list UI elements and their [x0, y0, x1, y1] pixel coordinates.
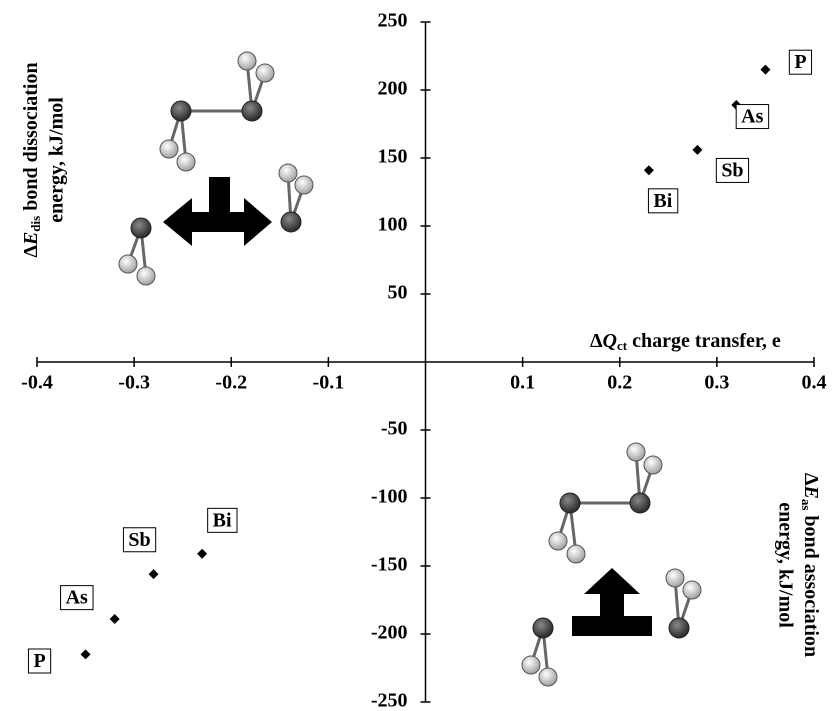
y-tick-label: 250: [378, 10, 408, 32]
x-axis-title: ΔQct charge transfer, e: [590, 330, 781, 353]
point-label: Bi: [653, 190, 672, 212]
data-point: [197, 549, 207, 559]
point-label: Bi: [213, 509, 232, 531]
x-tick-label: 0.4: [802, 372, 827, 394]
y-tick-label: 150: [378, 146, 408, 168]
point-label: Sb: [721, 159, 743, 181]
y2-axis-title-line2: energy, kJ/mol: [774, 502, 796, 628]
y2-axis-title-symbol: Δ: [800, 473, 822, 486]
y-axis-title-line2: energy, kJ/mol: [46, 97, 68, 223]
point-label: Sb: [128, 529, 150, 551]
data-point: [81, 649, 91, 659]
y-tick-label: -200: [371, 622, 408, 644]
x-tick-label: -0.1: [313, 372, 345, 394]
y-tick-label: -250: [371, 690, 408, 711]
x-tick-label: 0.3: [704, 372, 729, 394]
point-label: P: [794, 51, 806, 73]
point-label: As: [741, 106, 763, 128]
data-point: [692, 145, 702, 155]
y-tick-label: 200: [378, 78, 408, 100]
molecule-illustration: [522, 443, 701, 686]
x-axis-title-var: Q: [603, 330, 617, 352]
y-axis-title-line1: ΔEdis bond dissociation: [20, 62, 43, 257]
y-axis-title-text: bond dissociation: [20, 62, 42, 215]
y-axis-title-var: E: [20, 232, 42, 246]
chart: -0.4 -0.3 -0.2 -0.1 0.1 0.2 0.3 0.4 250 200 150 100…: [0, 0, 834, 711]
x-tick-label: -0.3: [118, 372, 150, 394]
x-axis-title-text: charge transfer, e: [627, 330, 781, 352]
data-point: [644, 165, 654, 175]
data-point: [110, 614, 120, 624]
y-axis-title: ΔEdis bond dissociation energy, kJ/mol: [20, 62, 68, 257]
molecule-illustration: [119, 52, 313, 285]
y-tick-label: 100: [378, 214, 408, 236]
y-tick-label: -100: [371, 486, 408, 508]
y-tick-label: 50: [388, 282, 408, 304]
point-label: As: [66, 587, 88, 609]
y2-axis-title-sub: as: [799, 499, 814, 511]
plot-area: -0.4 -0.3 -0.2 -0.1 0.1 0.2 0.3 0.4 250 200 150 100…: [21, 10, 826, 711]
x-tick-label: -0.4: [21, 372, 53, 394]
y-tick-label: -150: [371, 554, 408, 576]
x-tick-label: -0.2: [215, 372, 247, 394]
x-tick-label: 0.2: [607, 372, 632, 394]
x-tick-label: 0.1: [510, 372, 535, 394]
y2-axis-title-var: E: [800, 484, 822, 498]
y2-axis-title-line1: ΔEas bond association: [799, 473, 822, 657]
y-axis-title-symbol: Δ: [20, 245, 42, 258]
y2-axis-title-text: bond association: [800, 510, 822, 657]
data-point: [149, 569, 159, 579]
y-axis-title-sub: dis: [28, 216, 43, 232]
y2-axis-title: ΔEas bond association energy, kJ/mol: [774, 473, 822, 657]
x-axis-title-symbol: Δ: [590, 330, 603, 352]
data-point: [760, 65, 770, 75]
point-label: P: [33, 650, 45, 672]
y-tick-label: -50: [381, 418, 408, 440]
